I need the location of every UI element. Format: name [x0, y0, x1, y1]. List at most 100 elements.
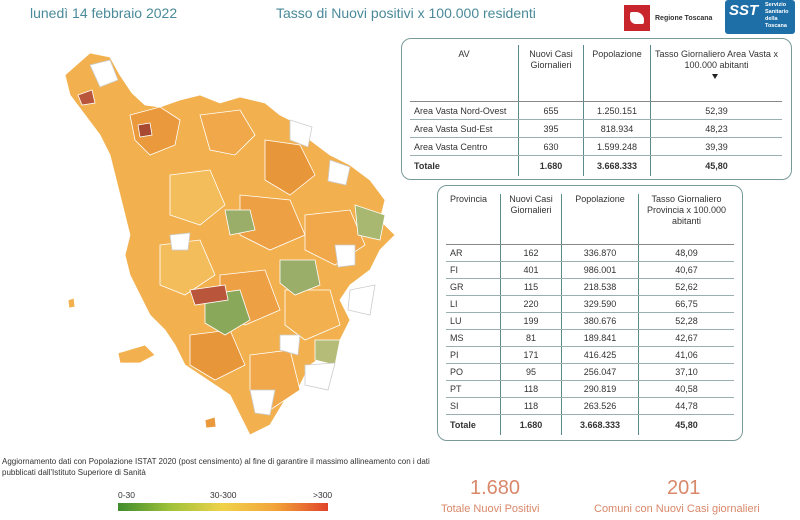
map-island-giglio — [204, 416, 217, 429]
kpi-total-label: Totale Nuovi Positivi — [441, 503, 540, 515]
column-header-tasso[interactable]: Tasso Giornaliero Provincia x 100.000 ab… — [638, 194, 734, 245]
column-header-tasso[interactable]: Tasso Giornaliero Area Vasta x 100.000 a… — [650, 45, 782, 102]
table-row: PI 171 416.425 41,06 — [446, 346, 734, 364]
cell-tasso: 41,06 — [638, 346, 734, 364]
map-region-9 — [284, 289, 341, 341]
cell-casi: 395 — [518, 119, 584, 138]
tuscany-choropleth-map[interactable] — [50, 45, 400, 440]
map-region-white-4 — [347, 284, 376, 316]
table-header-row: Provincia Nuovi Casi Giornalieri Popolaz… — [446, 194, 734, 245]
cell-tasso: 52,28 — [638, 312, 734, 330]
cell-casi: 118 — [500, 397, 562, 415]
column-header-nuovi-casi[interactable]: Nuovi Casi Giornalieri — [500, 194, 562, 245]
map-region-green-5 — [314, 339, 341, 366]
cell-total-pop: 3.668.333 — [583, 155, 651, 176]
map-region-white-5 — [304, 362, 336, 391]
map-region-4 — [169, 169, 226, 226]
sort-descending-icon[interactable] — [711, 74, 718, 80]
map-region-green-2 — [279, 259, 321, 296]
sst-logo-text: Servizio Sanitario della Toscana — [765, 2, 789, 29]
table-header-row: AV Nuovi Casi Giornalieri Popolazione Ta… — [410, 45, 782, 102]
table-row: SI 118 263.526 44,78 — [446, 397, 734, 415]
cell-tasso: 40,58 — [638, 380, 734, 398]
cell-pop: 290.819 — [561, 380, 639, 398]
legend-label-low: 0-30 — [118, 490, 136, 500]
column-header-popolazione[interactable]: Popolazione — [583, 45, 651, 102]
cell-av: Area Vasta Sud-Est — [410, 119, 519, 138]
cell-total-tasso: 45,80 — [650, 155, 782, 176]
cell-casi: 1.680 — [500, 414, 562, 435]
cell-pop: 416.425 — [561, 346, 639, 364]
cell-casi: 118 — [500, 380, 562, 398]
cell-casi: 220 — [500, 295, 562, 313]
cell-tasso: 37,10 — [638, 363, 734, 381]
pegasus-icon — [624, 5, 650, 31]
cell-casi: 171 — [500, 346, 562, 364]
cell-av: Area Vasta Nord-Ovest — [410, 101, 519, 120]
tasso-header-label: Tasso Giornaliero Area Vasta x 100.000 a… — [655, 49, 778, 70]
sst-logo-mark: SST — [729, 2, 759, 19]
cell-tasso: 44,78 — [638, 397, 734, 415]
cell-pop: 1.250.151 — [583, 101, 651, 120]
cell-casi: 95 — [500, 363, 562, 381]
cell-tasso: 52,39 — [650, 101, 782, 120]
area-vasta-table-panel: AV Nuovi Casi Giornalieri Popolazione Ta… — [401, 38, 792, 180]
cell-provincia: Totale — [450, 420, 476, 430]
cell-provincia: SI — [446, 397, 501, 415]
cell-casi: 162 — [500, 244, 562, 262]
column-header-av[interactable]: AV — [410, 45, 519, 102]
table-row: AR 162 336.870 48,09 — [446, 244, 734, 262]
map-region-3 — [264, 139, 316, 196]
cell-tasso: 39,39 — [650, 137, 782, 156]
cell-tasso: 42,67 — [638, 329, 734, 347]
table-total-row: Totale 1.680 3.668.333 45,80 — [410, 155, 782, 176]
kpi-comuni-label: Comuni con Nuovi Casi giornalieri — [594, 503, 760, 515]
cell-casi: 630 — [518, 137, 584, 156]
legend-color-scale — [118, 503, 328, 511]
report-date: lunedì 14 febbraio 2022 — [30, 5, 178, 21]
table-row: MS 81 189.841 42,67 — [446, 329, 734, 347]
provincia-table: Provincia Nuovi Casi Giornalieri Popolaz… — [446, 194, 734, 435]
map-region-green-3 — [354, 204, 386, 241]
cell-tasso: 48,23 — [650, 119, 782, 138]
cell-pop: 263.526 — [561, 397, 639, 415]
provincia-table-panel: Provincia Nuovi Casi Giornalieri Popolaz… — [437, 185, 743, 441]
cell-pop: 218.538 — [561, 278, 639, 296]
page-title: Tasso di Nuovi positivi x 100.000 reside… — [276, 5, 536, 21]
table-row: GR 115 218.538 52,62 — [446, 278, 734, 296]
legend-label-mid: 30-300 — [210, 490, 237, 500]
map-region-white-6 — [249, 389, 276, 416]
table-row: Area Vasta Nord-Ovest 655 1.250.151 52,3… — [410, 101, 782, 120]
cell-pop: 336.870 — [561, 244, 639, 262]
cell-av: Area Vasta Centro — [410, 137, 519, 156]
logo-text: Regione Toscana — [655, 15, 713, 22]
cell-total-label: Totale — [414, 161, 440, 171]
sst-logo: SST Servizio Sanitario della Toscana — [725, 0, 795, 34]
map-region-white-2 — [289, 119, 313, 148]
table-row: LI 220 329.590 66,75 — [446, 295, 734, 313]
cell-provincia: GR — [446, 278, 501, 296]
table-row: Area Vasta Centro 630 1.599.248 39,39 — [410, 137, 782, 156]
map-island-capraia — [67, 297, 76, 309]
cell-tasso: 66,75 — [638, 295, 734, 313]
cell-provincia: LI — [446, 295, 501, 313]
cell-pop: 189.841 — [561, 329, 639, 347]
table-row: Area Vasta Sud-Est 395 818.934 48,23 — [410, 119, 782, 138]
column-header-popolazione[interactable]: Popolazione — [561, 194, 639, 245]
map-region-red-2 — [77, 89, 96, 106]
cell-tasso: 48,09 — [638, 244, 734, 262]
kpi-comuni-value: 201 — [667, 477, 701, 499]
column-header-provincia[interactable]: Provincia — [446, 194, 501, 245]
cell-total-casi: 1.680 — [518, 155, 584, 176]
cell-provincia: AR — [446, 244, 501, 262]
table-row: FI 401 986.001 40,67 — [446, 261, 734, 279]
area-vasta-table: AV Nuovi Casi Giornalieri Popolazione Ta… — [410, 45, 782, 176]
cell-pop: 380.676 — [561, 312, 639, 330]
column-header-nuovi-casi[interactable]: Nuovi Casi Giornalieri — [518, 45, 584, 102]
cell-provincia: PI — [446, 346, 501, 364]
cell-tasso: 45,80 — [638, 414, 734, 435]
map-region-red-1 — [189, 284, 229, 306]
table-row: PT 118 290.819 40,58 — [446, 380, 734, 398]
map-region-white-8 — [169, 232, 191, 251]
map-region-white-1 — [89, 59, 119, 88]
